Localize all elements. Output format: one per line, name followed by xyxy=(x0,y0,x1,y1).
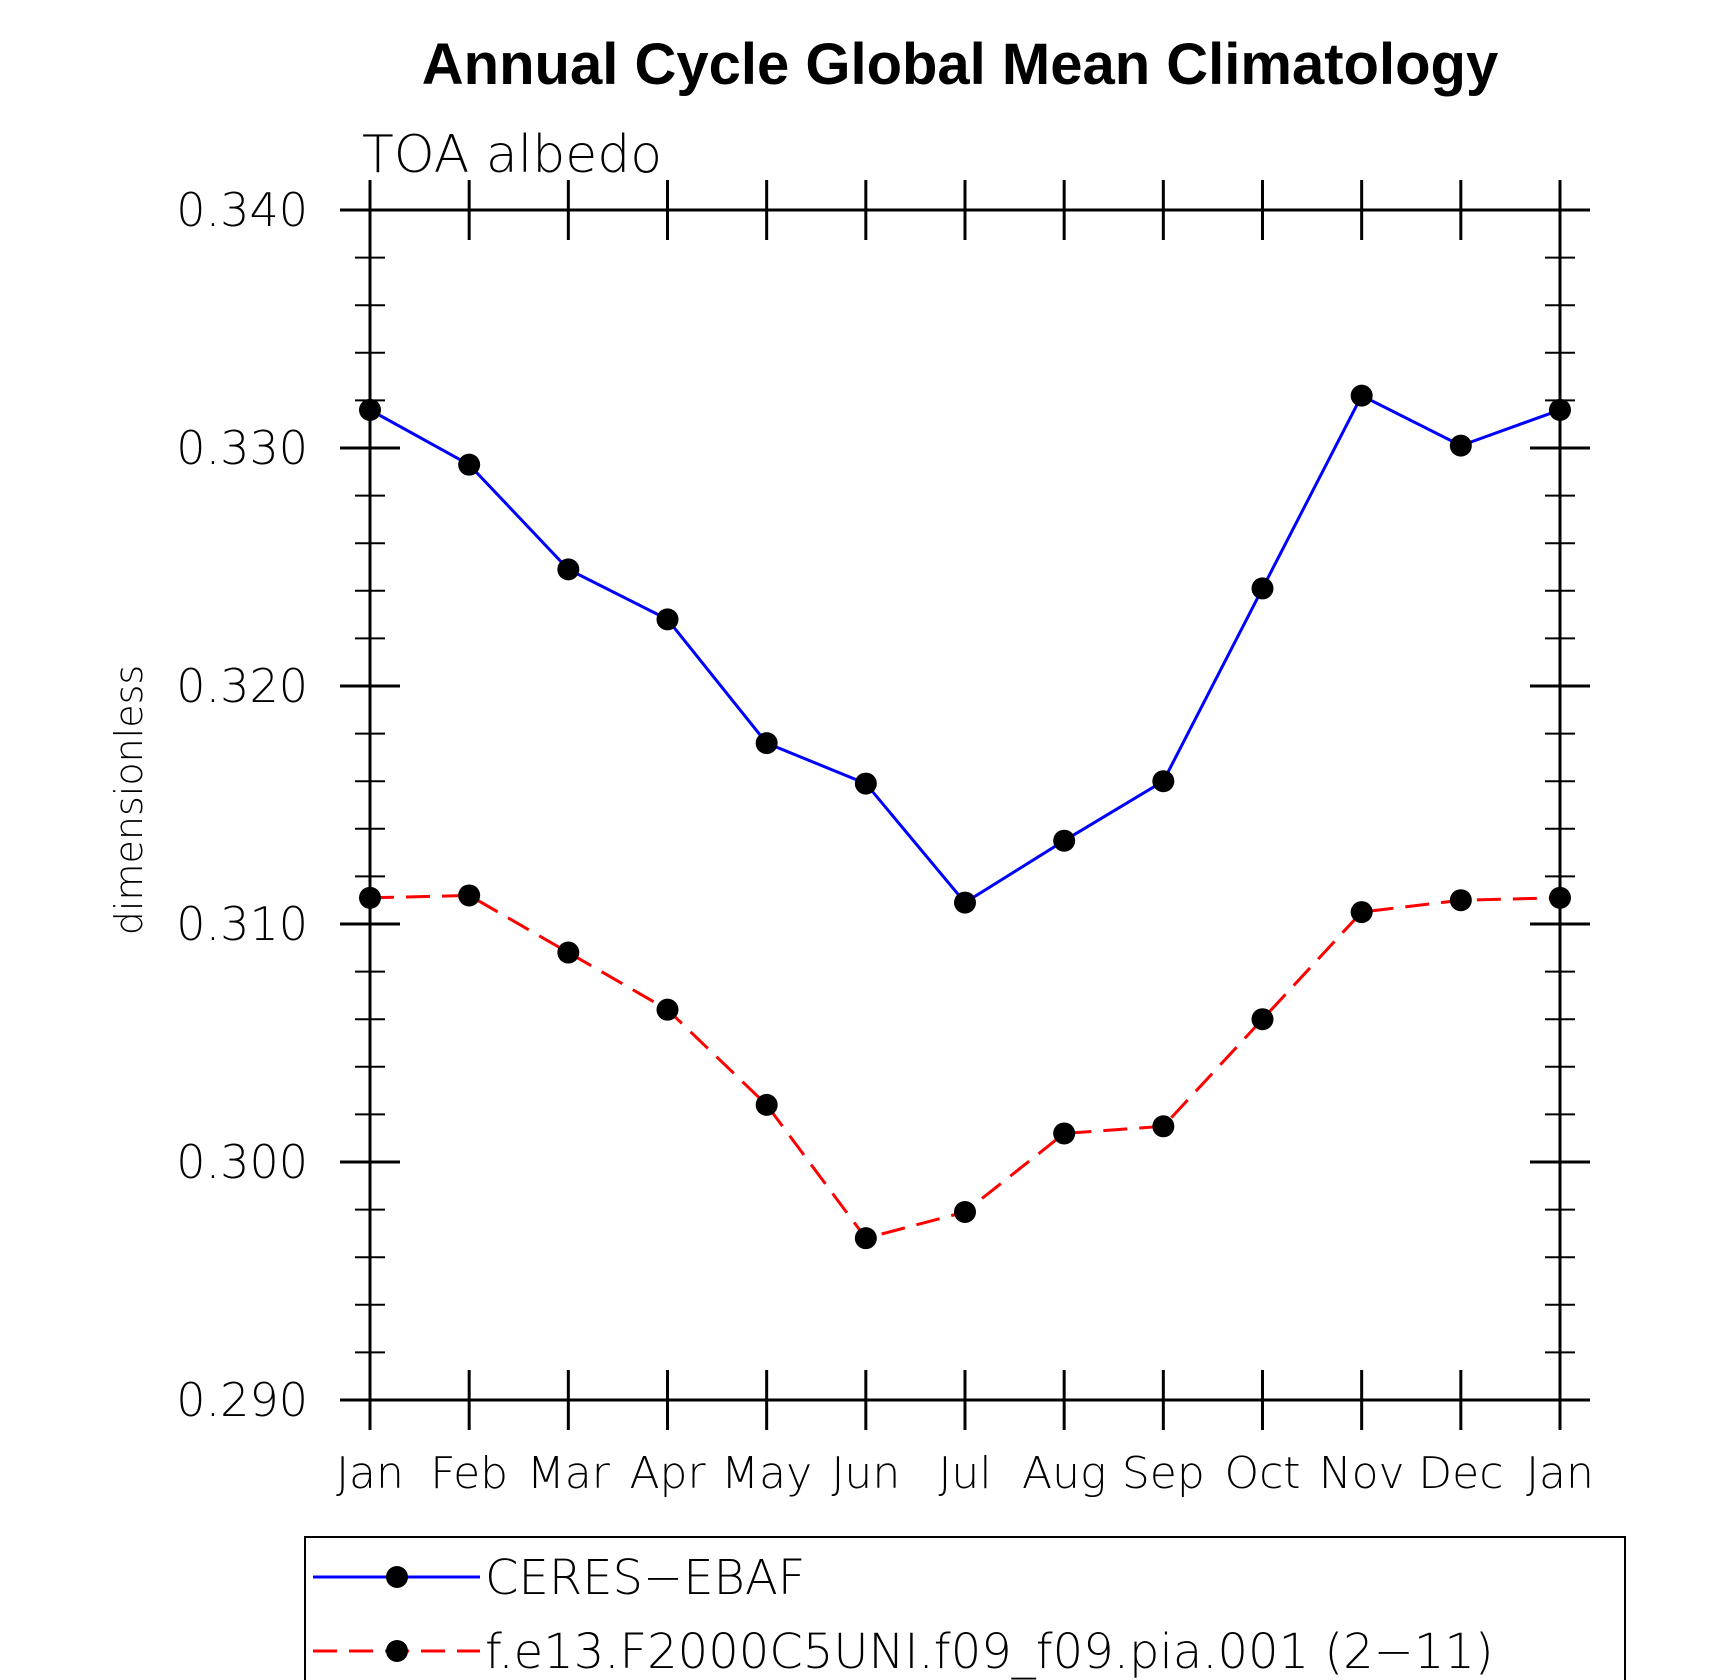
x-tick-label: Jul xyxy=(938,1448,991,1499)
legend-marker-1 xyxy=(386,1640,408,1662)
y-tick-label: 0.300 xyxy=(176,1135,308,1189)
data-point-series-1 xyxy=(1549,886,1571,909)
x-tick-label: Oct xyxy=(1224,1448,1300,1499)
chart-subtitle: TOA albedo xyxy=(362,125,662,185)
y-tick-label: 0.320 xyxy=(176,659,308,713)
x-tick-labels: Jan Feb Mar Apr May Jun Jul Aug Sep Oct Nov Dec Jan xyxy=(336,1448,1594,1499)
data-point-series-1 xyxy=(656,998,679,1021)
x-tick-label: Sep xyxy=(1122,1448,1205,1499)
plot-frame xyxy=(368,208,1562,1402)
data-point-series-1 xyxy=(1152,1115,1175,1138)
x-tick-label: Mar xyxy=(527,1448,611,1499)
data-point-series-0 xyxy=(1350,384,1373,407)
data-point-series-0 xyxy=(1549,398,1571,421)
major-ticks xyxy=(340,180,1590,1430)
y-axis-label: dimensionless xyxy=(107,665,151,935)
data-point-series-1 xyxy=(1449,889,1472,912)
x-tick-label: Dec xyxy=(1418,1448,1503,1499)
y-tick-label: 0.330 xyxy=(176,421,308,475)
x-tick-label: Jan xyxy=(336,1448,404,1499)
data-point-series-0 xyxy=(954,891,976,914)
legend-box xyxy=(304,1536,1626,1680)
y-tick-label: 0.290 xyxy=(176,1373,308,1427)
data-point-series-1 xyxy=(755,1093,778,1116)
legend-entries: CERES−EBAF f.e13.F2000C5UNI.f09_f09.pia.0… xyxy=(313,1550,1494,1680)
data-point-series-0 xyxy=(1053,829,1076,852)
data-point-series-0 xyxy=(1251,577,1274,600)
series-line-0 xyxy=(369,393,1561,905)
x-tick-label: Jun xyxy=(831,1448,900,1499)
x-tick-label: May xyxy=(721,1448,812,1499)
x-tick-label: Apr xyxy=(629,1448,706,1499)
x-tick-label: Jan xyxy=(1526,1448,1594,1499)
legend-label-1: f.e13.F2000C5UNI.f09_f09.pia.001 (2−11) xyxy=(485,1624,1494,1680)
data-point-series-0 xyxy=(1152,770,1175,793)
data-point-series-1 xyxy=(1350,901,1373,924)
data-point-series-0 xyxy=(656,608,679,631)
data-point-series-1 xyxy=(1251,1008,1274,1031)
series-layer xyxy=(359,384,1571,1250)
x-tick-label: Feb xyxy=(430,1448,508,1499)
chart-title: Annual Cycle Global Mean Climatology xyxy=(422,32,1498,97)
data-point-series-1 xyxy=(557,941,580,964)
data-point-series-1 xyxy=(1053,1122,1076,1145)
data-point-series-0 xyxy=(1449,434,1472,457)
x-tick-label: Aug xyxy=(1022,1448,1106,1499)
data-point-series-1 xyxy=(458,884,481,907)
legend-marker-0 xyxy=(386,1566,408,1588)
y-tick-label: 0.340 xyxy=(176,183,308,237)
data-point-series-0 xyxy=(458,453,481,476)
y-tick-labels: 0.290 0.300 0.310 0.320 0.330 0.340 xyxy=(176,183,308,1427)
legend-label-0: CERES−EBAF xyxy=(485,1550,805,1606)
data-point-series-0 xyxy=(854,772,877,795)
minor-ticks xyxy=(355,256,1575,1354)
data-point-series-1 xyxy=(359,886,381,909)
data-point-series-0 xyxy=(359,398,381,421)
data-point-series-0 xyxy=(755,732,778,755)
x-tick-label: Nov xyxy=(1319,1448,1405,1499)
series-line-1 xyxy=(369,893,1561,1240)
legend: CERES−EBAF f.e13.F2000C5UNI.f09_f09.pia.0… xyxy=(304,1536,1626,1680)
data-point-series-1 xyxy=(954,1200,976,1223)
data-point-series-1 xyxy=(854,1227,877,1250)
y-tick-label: 0.310 xyxy=(176,897,308,951)
data-point-series-0 xyxy=(557,558,580,581)
